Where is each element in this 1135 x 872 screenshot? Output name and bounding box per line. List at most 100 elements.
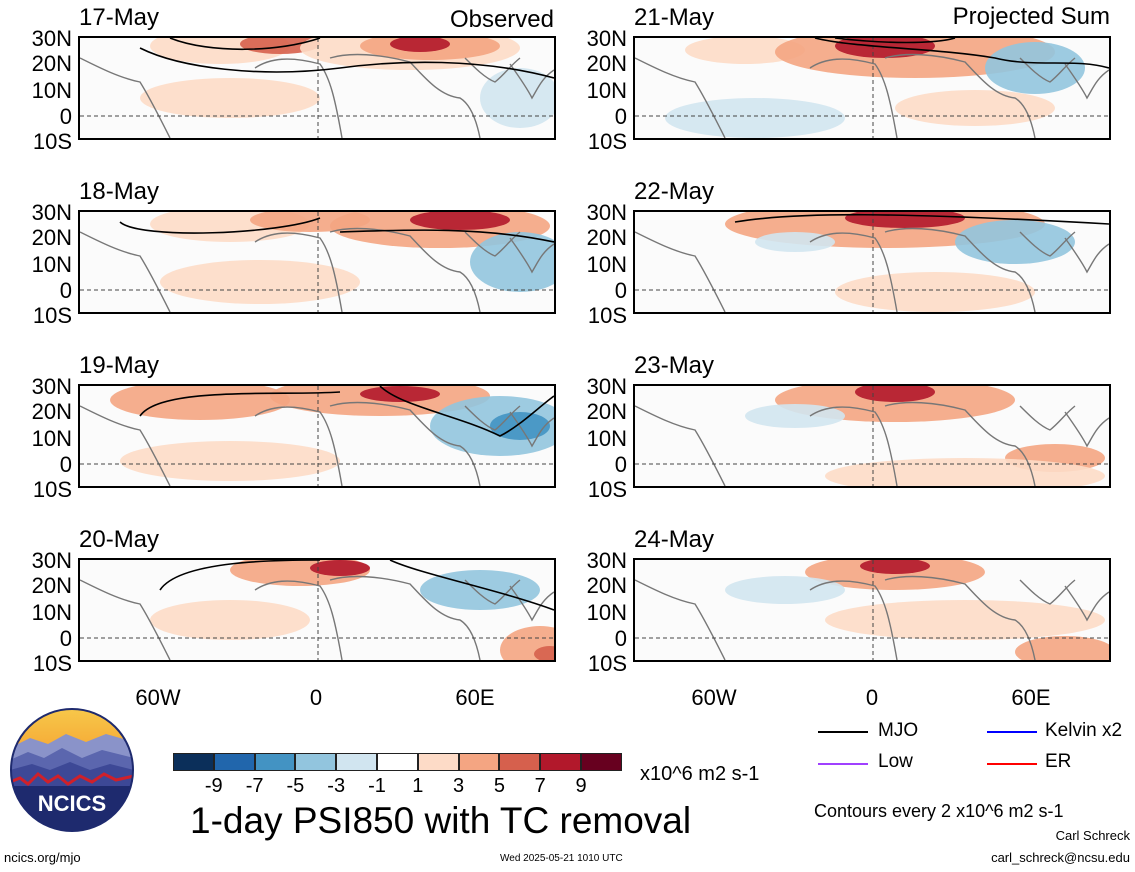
psi-shading xyxy=(825,458,1105,486)
coastline xyxy=(254,406,343,486)
psi-shading xyxy=(755,232,835,252)
coastline xyxy=(635,57,726,138)
psi-shading xyxy=(120,441,340,481)
map-panel xyxy=(633,384,1111,488)
coastline xyxy=(329,575,481,660)
map-panel xyxy=(633,36,1111,140)
psi-shading xyxy=(410,212,510,230)
colorbar-tick-label: 9 xyxy=(575,775,587,797)
legend-low-label: Low xyxy=(878,751,913,772)
panel-date-20-may: 20-May xyxy=(79,526,160,553)
psi-shading xyxy=(855,386,935,402)
colorbar-segment xyxy=(581,753,622,771)
legend-low-line xyxy=(818,763,868,765)
mjo-contour xyxy=(814,38,1109,69)
coastline xyxy=(329,53,481,138)
mjo-contour xyxy=(734,213,1109,225)
lon-label-right-60e: 60E xyxy=(1011,685,1051,710)
lat-label-20n: 20N xyxy=(31,399,72,424)
mjo-contour xyxy=(159,560,321,591)
footer-website[interactable]: ncics.org/mjo xyxy=(4,850,81,865)
lat-label-30n: 30N xyxy=(31,548,72,573)
psi-shading xyxy=(310,560,370,576)
colorbar-tick-label: -3 xyxy=(327,775,346,797)
psi-shading xyxy=(110,386,290,420)
coastline xyxy=(254,232,343,312)
panel-date-24-may: 24-May xyxy=(634,526,715,553)
mjo-contour xyxy=(339,229,554,243)
coastline xyxy=(809,58,898,138)
coastline xyxy=(809,580,898,660)
colorbar-segment xyxy=(499,753,541,771)
coastline xyxy=(464,405,521,431)
mjo-contour xyxy=(139,391,341,417)
lat-label-10s: 10S xyxy=(32,303,72,328)
coastline xyxy=(1019,405,1076,431)
lat-label-30n: 30N xyxy=(31,26,72,51)
colorbar-tick-label: -9 xyxy=(204,775,223,797)
colorbar-segment xyxy=(336,753,377,771)
legend-kelvin-line xyxy=(987,731,1037,733)
map-plot xyxy=(80,386,554,486)
lat-label-10s: 10S xyxy=(587,303,627,328)
map-plot xyxy=(80,560,554,660)
coastline xyxy=(254,58,343,138)
colorbar-unit: x10^6 m2 s-1 xyxy=(640,763,760,785)
panel-date-18-may: 18-May xyxy=(79,178,160,205)
chart-title: 1-day PSI850 with TC removal xyxy=(190,800,692,841)
map-plot xyxy=(635,386,1109,486)
lat-label-30n: 30N xyxy=(31,200,72,225)
psi-shading xyxy=(895,90,1055,126)
lat-label-20n: 20N xyxy=(586,573,627,598)
lat-label-0: 0 xyxy=(614,104,627,129)
lat-label-10n: 10N xyxy=(31,600,72,625)
footer-timestamp: Wed 2025-05-21 1010 UTC xyxy=(500,853,623,864)
lat-label-0: 0 xyxy=(59,278,72,303)
projected-sum-label: Projected Sum xyxy=(952,3,1110,30)
psi-shading xyxy=(240,38,320,54)
colorbar-segment xyxy=(213,753,255,771)
lat-label-10n: 10N xyxy=(31,252,72,277)
coastline xyxy=(464,579,521,605)
psi-shading xyxy=(150,600,310,640)
lat-label-30n: 30N xyxy=(586,374,627,399)
legend-mjo-line xyxy=(818,731,868,733)
legend-er-label: ER xyxy=(1045,751,1072,772)
footer-email[interactable]: carl_schreck@ncsu.edu xyxy=(991,850,1130,865)
colorbar-tick-label: -7 xyxy=(245,775,264,797)
colorbar-tick-label: 5 xyxy=(493,775,505,797)
panel-date-22-may: 22-May xyxy=(634,178,715,205)
coastline xyxy=(635,405,726,486)
footer-author: Carl Schreck xyxy=(1055,828,1130,843)
coastline xyxy=(809,406,898,486)
psi-shading xyxy=(390,38,450,52)
logo-text: NCICS xyxy=(38,791,106,816)
coastline xyxy=(635,579,726,660)
psi-shading xyxy=(685,38,805,64)
lat-label-30n: 30N xyxy=(31,374,72,399)
psi-shading xyxy=(745,404,845,428)
legend-er-line xyxy=(987,763,1037,765)
psi-shading xyxy=(1015,636,1109,660)
lat-label-0: 0 xyxy=(614,452,627,477)
coastline xyxy=(635,231,726,312)
lat-label-20n: 20N xyxy=(586,399,627,424)
coastline xyxy=(884,227,1036,312)
mjo-contour xyxy=(379,386,554,437)
colorbar-tick-label: 1 xyxy=(412,775,424,797)
lat-label-30n: 30N xyxy=(586,200,627,225)
map-panel xyxy=(78,36,556,140)
coastline xyxy=(1019,231,1076,257)
psi-shading xyxy=(140,78,320,118)
coastline xyxy=(884,401,1036,486)
mjo-contour xyxy=(834,38,956,44)
colorbar-segment xyxy=(377,753,418,771)
map-panel xyxy=(78,210,556,314)
colorbar-tick-label: -1 xyxy=(368,775,386,797)
psi-shading xyxy=(985,42,1085,94)
lat-label-30n: 30N xyxy=(586,26,627,51)
colorbar-segment xyxy=(173,753,214,771)
psi-shading xyxy=(835,272,1035,312)
lat-label-10s: 10S xyxy=(32,129,72,154)
psi-shading xyxy=(160,260,360,304)
